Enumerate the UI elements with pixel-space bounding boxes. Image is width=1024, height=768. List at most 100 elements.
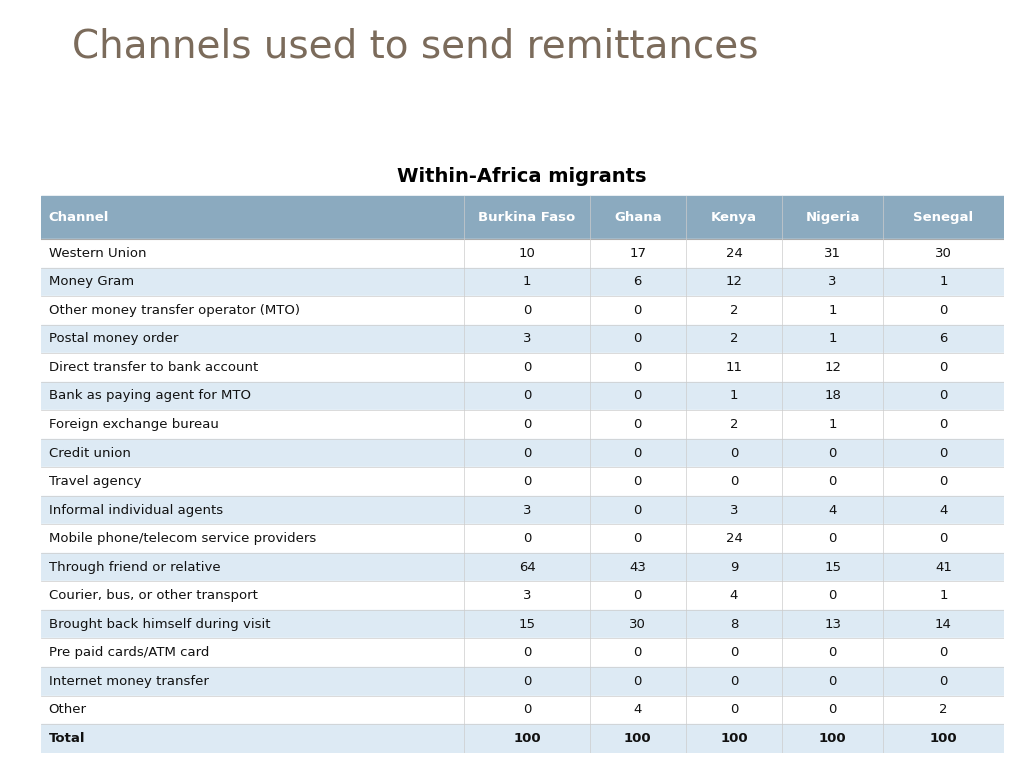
Text: 0: 0 — [828, 589, 837, 602]
Text: 0: 0 — [634, 304, 642, 317]
Text: 0: 0 — [828, 446, 837, 459]
Bar — [41, 638, 1004, 667]
Text: 0: 0 — [939, 418, 947, 431]
Text: 0: 0 — [730, 675, 738, 688]
Text: Burkina Faso: Burkina Faso — [478, 211, 575, 224]
Text: 0: 0 — [523, 304, 531, 317]
Text: 0: 0 — [730, 646, 738, 659]
Bar — [590, 196, 686, 239]
Text: 1: 1 — [828, 418, 837, 431]
Bar — [41, 410, 1004, 439]
Text: 1: 1 — [939, 275, 947, 288]
Bar — [41, 439, 1004, 467]
Text: 30: 30 — [630, 617, 646, 631]
Text: 1: 1 — [828, 333, 837, 346]
Text: Other money transfer operator (MTO): Other money transfer operator (MTO) — [49, 304, 300, 317]
Text: 31: 31 — [824, 247, 841, 260]
Text: Money Gram: Money Gram — [49, 275, 134, 288]
Text: 0: 0 — [939, 361, 947, 374]
Text: 0: 0 — [939, 304, 947, 317]
Text: 0: 0 — [523, 418, 531, 431]
Bar — [41, 382, 1004, 410]
Text: Channel: Channel — [49, 211, 109, 224]
Text: 0: 0 — [939, 675, 947, 688]
Text: Total: Total — [49, 732, 85, 745]
Text: 0: 0 — [523, 446, 531, 459]
Text: 9: 9 — [730, 561, 738, 574]
Bar — [465, 196, 590, 239]
Text: Channels used to send remittances: Channels used to send remittances — [72, 27, 758, 65]
Text: 3: 3 — [523, 333, 531, 346]
Text: 0: 0 — [828, 532, 837, 545]
Text: 4: 4 — [828, 504, 837, 517]
Text: 0: 0 — [523, 532, 531, 545]
Text: 2: 2 — [730, 304, 738, 317]
Bar — [41, 467, 1004, 496]
Text: 17: 17 — [629, 247, 646, 260]
Text: 0: 0 — [523, 646, 531, 659]
Text: Other: Other — [49, 703, 87, 717]
Text: 6: 6 — [939, 333, 947, 346]
Text: Credit union: Credit union — [49, 446, 130, 459]
Text: Pre paid cards/ATM card: Pre paid cards/ATM card — [49, 646, 209, 659]
Text: 0: 0 — [523, 389, 531, 402]
Bar — [41, 553, 1004, 581]
Text: Mobile phone/telecom service providers: Mobile phone/telecom service providers — [49, 532, 316, 545]
Text: 0: 0 — [939, 446, 947, 459]
Bar — [41, 196, 465, 239]
Text: 0: 0 — [634, 333, 642, 346]
Text: 18: 18 — [824, 389, 841, 402]
Bar — [883, 196, 1004, 239]
Text: 1: 1 — [730, 389, 738, 402]
Text: 0: 0 — [634, 646, 642, 659]
Text: 0: 0 — [634, 675, 642, 688]
Text: 43: 43 — [630, 561, 646, 574]
Bar — [41, 696, 1004, 724]
Text: Brought back himself during visit: Brought back himself during visit — [49, 617, 270, 631]
Text: 3: 3 — [828, 275, 837, 288]
Text: 12: 12 — [824, 361, 841, 374]
Text: 15: 15 — [518, 617, 536, 631]
Text: Ghana: Ghana — [614, 211, 662, 224]
Text: Senegal: Senegal — [913, 211, 974, 224]
Text: 10: 10 — [518, 247, 536, 260]
Text: 0: 0 — [730, 475, 738, 488]
Text: 4: 4 — [939, 504, 947, 517]
Text: 0: 0 — [634, 504, 642, 517]
Text: Postal money order: Postal money order — [49, 333, 178, 346]
Text: Foreign exchange bureau: Foreign exchange bureau — [49, 418, 218, 431]
Text: 41: 41 — [935, 561, 951, 574]
Bar — [41, 267, 1004, 296]
Text: 24: 24 — [726, 247, 742, 260]
Text: 0: 0 — [634, 361, 642, 374]
Bar — [41, 239, 1004, 267]
Text: Courier, bus, or other transport: Courier, bus, or other transport — [49, 589, 257, 602]
Text: 0: 0 — [939, 475, 947, 488]
Text: 0: 0 — [828, 675, 837, 688]
Text: 2: 2 — [730, 418, 738, 431]
Bar — [41, 525, 1004, 553]
Text: 13: 13 — [824, 617, 841, 631]
Bar — [41, 496, 1004, 525]
Text: 1: 1 — [523, 275, 531, 288]
Text: 0: 0 — [730, 446, 738, 459]
Text: Travel agency: Travel agency — [49, 475, 141, 488]
Text: 1: 1 — [828, 304, 837, 317]
Text: Bank as paying agent for MTO: Bank as paying agent for MTO — [49, 389, 251, 402]
Text: 0: 0 — [730, 703, 738, 717]
Text: 0: 0 — [634, 589, 642, 602]
Text: 100: 100 — [930, 732, 957, 745]
Text: 12: 12 — [725, 275, 742, 288]
Bar — [41, 667, 1004, 696]
Text: 0: 0 — [634, 475, 642, 488]
Text: Western Union: Western Union — [49, 247, 146, 260]
Bar — [41, 610, 1004, 638]
Text: 2: 2 — [730, 333, 738, 346]
Text: 0: 0 — [634, 532, 642, 545]
Text: 0: 0 — [523, 703, 531, 717]
Text: 0: 0 — [523, 361, 531, 374]
Bar — [686, 196, 782, 239]
Text: 0: 0 — [523, 475, 531, 488]
Text: Nigeria: Nigeria — [806, 211, 860, 224]
Text: Direct transfer to bank account: Direct transfer to bank account — [49, 361, 258, 374]
